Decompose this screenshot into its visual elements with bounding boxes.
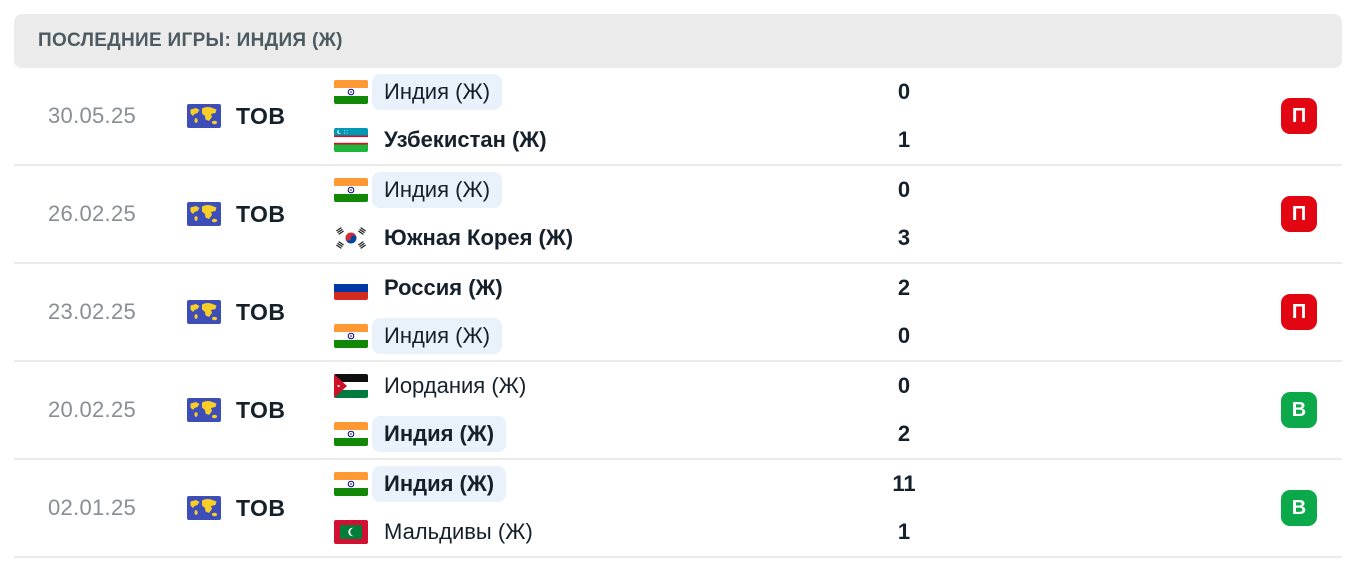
- uzbekistan-flag-icon: [334, 128, 368, 152]
- result-badge: В: [1281, 392, 1317, 428]
- tournament-label: ТОВ: [236, 494, 286, 521]
- world-icon: [187, 398, 221, 422]
- match-row[interactable]: 02.01.25 ТОВ Индия (Ж) Мальдивы (Ж) 11 1…: [14, 460, 1342, 558]
- away-team[interactable]: Индия (Ж): [334, 416, 850, 452]
- match-row[interactable]: 26.02.25 ТОВ Индия (Ж) Южная Корея (Ж) 0…: [14, 166, 1342, 264]
- away-team[interactable]: Южная Корея (Ж): [334, 220, 850, 256]
- tournament-label: ТОВ: [236, 298, 286, 325]
- match-date: 26.02.25: [48, 201, 137, 226]
- away-score: 2: [897, 421, 911, 446]
- home-team[interactable]: Индия (Ж): [334, 74, 850, 110]
- away-score: 0: [897, 323, 911, 348]
- match-date: 20.02.25: [48, 397, 137, 422]
- tournament-cell: ТОВ: [187, 103, 334, 130]
- teams-cell: Индия (Ж) Южная Корея (Ж): [334, 172, 850, 256]
- result-badge: П: [1281, 294, 1317, 330]
- result-badge: П: [1281, 98, 1317, 134]
- teams-cell: Индия (Ж) Узбекистан (Ж): [334, 74, 850, 158]
- world-icon: [187, 104, 221, 128]
- home-team-name[interactable]: Индия (Ж): [372, 172, 503, 208]
- match-date: 02.01.25: [48, 495, 137, 520]
- score-cell: 0 2: [850, 368, 958, 452]
- away-score: 1: [897, 127, 911, 152]
- india-flag-icon: [334, 324, 368, 348]
- india-flag-icon: [334, 178, 368, 202]
- matches-list: 30.05.25 ТОВ Индия (Ж) Узбекистан (Ж) 0 …: [14, 68, 1342, 558]
- world-icon: [187, 496, 221, 520]
- result-badge: В: [1281, 490, 1317, 526]
- section-title: ПОСЛЕДНИЕ ИГРЫ: ИНДИЯ (Ж): [38, 30, 343, 51]
- tournament-cell: ТОВ: [187, 397, 334, 424]
- teams-cell: Индия (Ж) Мальдивы (Ж): [334, 466, 850, 550]
- india-flag-icon: [334, 422, 368, 446]
- score-cell: 2 0: [850, 270, 958, 354]
- home-team-name[interactable]: Иордания (Ж): [384, 373, 527, 398]
- teams-cell: Иордания (Ж) Индия (Ж): [334, 368, 850, 452]
- tournament-label: ТОВ: [236, 200, 286, 227]
- home-team[interactable]: Иордания (Ж): [334, 368, 850, 404]
- home-team[interactable]: Индия (Ж): [334, 466, 850, 502]
- away-team-name[interactable]: Южная Корея (Ж): [384, 225, 574, 250]
- score-cell: 0 1: [850, 74, 958, 158]
- teams-cell: Россия (Ж) Индия (Ж): [334, 270, 850, 354]
- home-score: 0: [897, 79, 911, 104]
- india-flag-icon: [334, 80, 368, 104]
- world-icon: [187, 300, 221, 324]
- section-header: ПОСЛЕДНИЕ ИГРЫ: ИНДИЯ (Ж): [14, 14, 1342, 68]
- tournament-label: ТОВ: [236, 396, 286, 423]
- match-date: 23.02.25: [48, 299, 137, 324]
- score-cell: 11 1: [850, 466, 958, 550]
- away-score: 1: [897, 519, 911, 544]
- away-team[interactable]: Мальдивы (Ж): [334, 514, 850, 550]
- match-row[interactable]: 20.02.25 ТОВ Иордания (Ж) Индия (Ж) 0 2 …: [14, 362, 1342, 460]
- match-row[interactable]: 23.02.25 ТОВ Россия (Ж) Индия (Ж) 2 0 П: [14, 264, 1342, 362]
- tournament-cell: ТОВ: [187, 495, 334, 522]
- world-icon: [187, 202, 221, 226]
- home-team-name[interactable]: Индия (Ж): [372, 466, 507, 502]
- russia-flag-icon: [334, 276, 368, 300]
- match-date: 30.05.25: [48, 103, 137, 128]
- away-team[interactable]: Индия (Ж): [334, 318, 850, 354]
- tournament-cell: ТОВ: [187, 201, 334, 228]
- home-team[interactable]: Индия (Ж): [334, 172, 850, 208]
- tournament-cell: ТОВ: [187, 299, 334, 326]
- away-score: 3: [897, 225, 911, 250]
- away-team-name[interactable]: Узбекистан (Ж): [384, 127, 547, 152]
- home-score: 0: [897, 177, 911, 202]
- away-team-name[interactable]: Индия (Ж): [372, 416, 507, 452]
- home-score: 2: [897, 275, 911, 300]
- score-cell: 0 3: [850, 172, 958, 256]
- south-korea-flag-icon: [334, 226, 368, 250]
- match-row[interactable]: 30.05.25 ТОВ Индия (Ж) Узбекистан (Ж) 0 …: [14, 68, 1342, 166]
- home-team-name[interactable]: Россия (Ж): [384, 275, 503, 300]
- home-score: 11: [892, 471, 916, 496]
- result-badge: П: [1281, 196, 1317, 232]
- india-flag-icon: [334, 472, 368, 496]
- away-team[interactable]: Узбекистан (Ж): [334, 122, 850, 158]
- away-team-name[interactable]: Индия (Ж): [372, 318, 503, 354]
- away-team-name[interactable]: Мальдивы (Ж): [384, 519, 533, 544]
- home-team[interactable]: Россия (Ж): [334, 270, 850, 306]
- home-team-name[interactable]: Индия (Ж): [372, 74, 503, 110]
- tournament-label: ТОВ: [236, 102, 286, 129]
- maldives-flag-icon: [334, 520, 368, 544]
- home-score: 0: [897, 373, 911, 398]
- jordan-flag-icon: [334, 374, 368, 398]
